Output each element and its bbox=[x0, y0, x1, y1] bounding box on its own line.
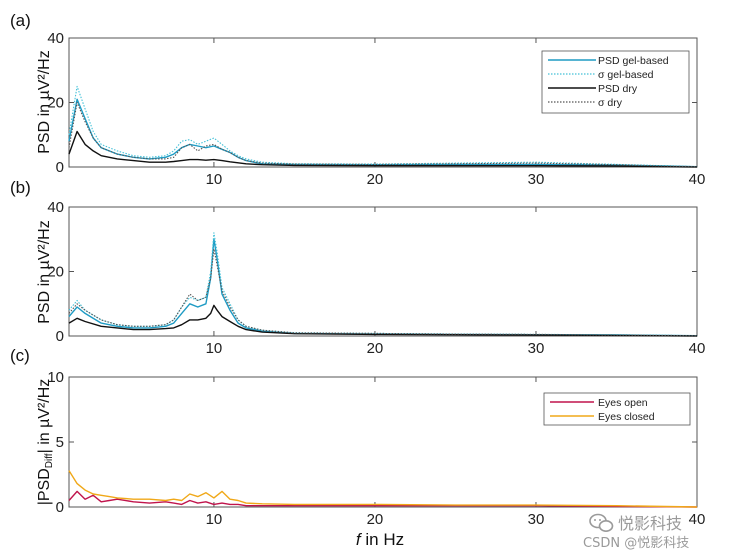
series-line-dry bbox=[68, 248, 698, 337]
ticks-a: 10 20 30 40 0 20 40 bbox=[47, 30, 705, 188]
series-line-dry bbox=[68, 101, 698, 168]
legend-label-eyes-open: Eyes open bbox=[598, 397, 648, 409]
legend-label-psd-dry: PSD dry bbox=[598, 83, 638, 95]
legend-a: PSD gel-based σ gel-based PSD dry σ dry bbox=[541, 50, 690, 114]
series-c bbox=[68, 470, 698, 508]
y-tick-label: 0 bbox=[56, 328, 64, 345]
x-tick-label: 10 bbox=[206, 340, 223, 357]
panel-b: (b) PSD in µV²/Hz 10 20 30 40 0 20 40 bbox=[10, 178, 705, 357]
series-b bbox=[68, 232, 698, 337]
x-axis-label: f in Hz bbox=[356, 530, 404, 549]
y-tick-label: 0 bbox=[56, 499, 64, 516]
wechat-icon bbox=[589, 513, 614, 532]
legend-label-sigma-gel: σ gel-based bbox=[598, 69, 654, 81]
y-tick-label: 20 bbox=[47, 264, 64, 281]
series-a bbox=[68, 85, 698, 168]
watermark-credit: CSDN @悦影科技 bbox=[583, 536, 689, 551]
y-axis-label-c-pre: |PSD bbox=[36, 468, 53, 505]
legend-box-a bbox=[541, 50, 690, 114]
plot-area-b bbox=[68, 206, 698, 337]
y-tick-label: 10 bbox=[47, 369, 64, 386]
x-tick-label: 30 bbox=[528, 171, 545, 188]
x-tick-label: 20 bbox=[367, 340, 384, 357]
x-tick-label: 40 bbox=[689, 340, 706, 357]
y-axis-label-c-post: | in µV²/Hz bbox=[36, 379, 53, 454]
legend-box-c bbox=[543, 392, 691, 426]
y-axis-label-b: PSD in µV²/Hz bbox=[36, 220, 53, 323]
y-tick-label: 0 bbox=[56, 159, 64, 176]
legend-label-eyes-closed: Eyes closed bbox=[598, 411, 655, 423]
panel-label-c: (c) bbox=[10, 346, 30, 365]
x-tick-label: 20 bbox=[367, 171, 384, 188]
legend-label-sigma-dry: σ dry bbox=[598, 97, 623, 109]
panel-c: (c) |PSDDiff| in µV²/Hz 10 20 30 40 0 5 10 Eye… bbox=[10, 346, 705, 528]
series-line-eyes-open bbox=[68, 490, 698, 508]
series-line-psd-dry bbox=[68, 130, 698, 168]
series-line-gel-based bbox=[68, 85, 698, 168]
watermark: 悦影科技 CSDN @悦影科技 bbox=[583, 513, 689, 551]
x-tick-label: 10 bbox=[206, 171, 223, 188]
legend-label-psd-gel: PSD gel-based bbox=[598, 55, 669, 67]
y-axis-label-c-sub: Diff bbox=[44, 453, 55, 468]
x-tick-label: 10 bbox=[206, 511, 223, 528]
x-axis-unit: in Hz bbox=[365, 530, 404, 549]
series-line-eyes-closed bbox=[68, 470, 698, 508]
panel-a: (a) PSD in µV²/Hz 10 20 30 40 0 20 40 PSD gel-… bbox=[10, 11, 705, 188]
x-axis-symbol: f bbox=[356, 530, 363, 549]
y-axis-label-c: |PSDDiff| in µV²/Hz bbox=[36, 379, 55, 506]
x-tick-label: 30 bbox=[528, 340, 545, 357]
legend-c: Eyes open Eyes closed bbox=[543, 392, 691, 426]
panel-label-a: (a) bbox=[10, 11, 31, 30]
ticks-b: 10 20 30 40 0 20 40 bbox=[47, 199, 705, 357]
ticks-c: 10 20 30 40 0 5 10 bbox=[47, 369, 705, 528]
x-tick-label: 40 bbox=[689, 511, 706, 528]
y-tick-label: 40 bbox=[47, 30, 64, 47]
y-tick-label: 5 bbox=[56, 434, 64, 451]
x-tick-label: 40 bbox=[689, 171, 706, 188]
x-tick-label: 30 bbox=[528, 511, 545, 528]
watermark-brand: 悦影科技 bbox=[618, 514, 682, 533]
y-tick-label: 40 bbox=[47, 199, 64, 216]
y-axis-label-a: PSD in µV²/Hz bbox=[36, 50, 53, 153]
panel-label-b: (b) bbox=[10, 178, 31, 197]
series-line-psd-dry bbox=[68, 304, 698, 337]
y-tick-label: 20 bbox=[47, 95, 64, 112]
x-tick-label: 20 bbox=[367, 511, 384, 528]
